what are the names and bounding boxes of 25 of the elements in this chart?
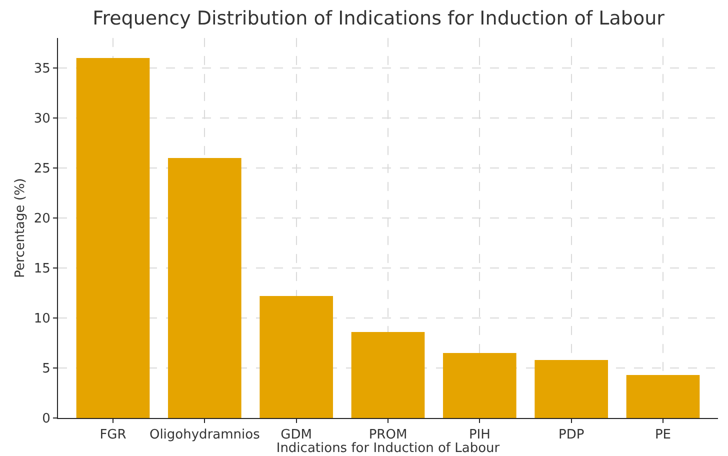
- y-tick-label: 0: [42, 412, 50, 427]
- bar: [260, 296, 333, 418]
- y-tick-label: 5: [42, 362, 50, 377]
- chart-title: Frequency Distribution of Indications for Induction of Labour: [92, 8, 665, 30]
- x-tick-label: GDM: [280, 428, 312, 443]
- bar: [76, 58, 150, 418]
- bar: [443, 353, 516, 418]
- y-axis-title: Percentage (%): [12, 178, 28, 278]
- bar: [351, 332, 425, 418]
- x-tick-label: FGR: [100, 428, 126, 443]
- y-tick-label: 35: [34, 62, 50, 77]
- x-tick-label: PROM: [368, 428, 408, 443]
- y-tick-label: 20: [34, 212, 50, 227]
- x-tick-label: PIH: [468, 428, 490, 443]
- y-tick-label: 15: [34, 262, 50, 277]
- bar: [534, 360, 608, 418]
- bar: [626, 375, 700, 418]
- y-tick-label: 10: [34, 312, 50, 327]
- y-tick-label: 25: [34, 162, 50, 177]
- x-axis-title: Indications for Induction of Labour: [276, 441, 500, 456]
- bar: [168, 158, 242, 418]
- x-tick-label: PE: [654, 428, 672, 443]
- x-tick-label: Oligohydramnios: [149, 428, 260, 443]
- y-tick-label: 30: [34, 112, 50, 127]
- x-tick-label: PDP: [558, 428, 584, 443]
